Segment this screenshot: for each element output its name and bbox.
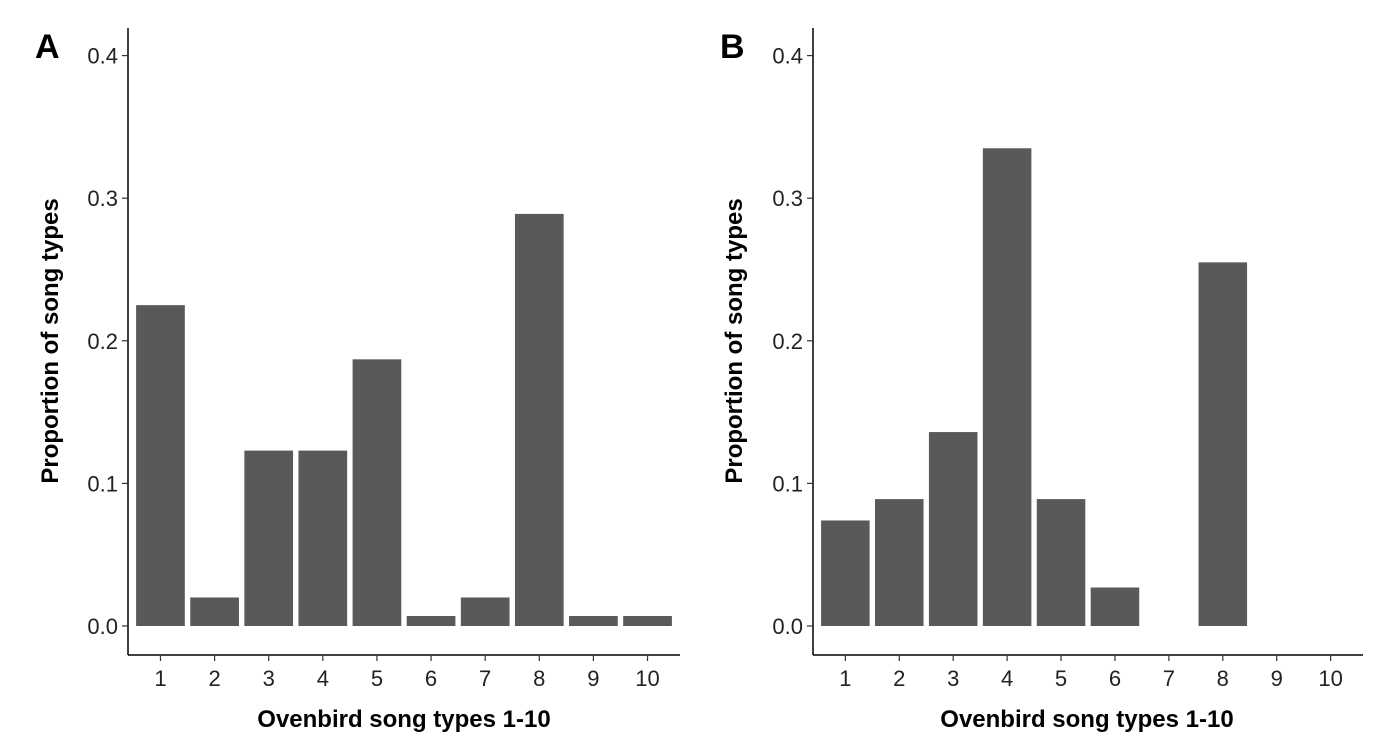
bar-b-6 [1090, 587, 1140, 626]
panel-label-a: A [35, 28, 60, 66]
bar-a-6 [406, 616, 456, 626]
bar-b-1 [821, 520, 870, 626]
x-tick-label-a: 9 [587, 666, 599, 691]
x-tick-label-a: 7 [479, 666, 491, 691]
x-tick-label-b: 9 [1271, 666, 1283, 691]
y-tick-label-a: 0.4 [87, 44, 118, 69]
plot-area-a: 0.0 0.1 0.2 0.3 0.4 1 2 3 4 5 6 7 8 9 10 [87, 28, 680, 691]
x-axis-title-a: Ovenbird song types 1-10 [257, 706, 550, 733]
x-tick-label-a: 10 [635, 666, 659, 691]
x-tick-label-a: 5 [371, 666, 383, 691]
bar-a-3 [244, 450, 294, 626]
x-tick-label-a: 1 [154, 666, 166, 691]
bar-b-2 [875, 499, 924, 626]
x-tick-label-b: 10 [1318, 666, 1342, 691]
y-axis-title-b: Proportion of song types [721, 198, 748, 483]
x-tick-label-a: 6 [425, 666, 437, 691]
bar-a-8 [514, 213, 564, 627]
bar-b-5 [1036, 499, 1086, 626]
panel-label-b: B [720, 28, 745, 66]
x-tick-label-b: 7 [1163, 666, 1175, 691]
bar-a-4 [298, 450, 348, 626]
x-tick-label-b: 1 [839, 666, 851, 691]
bar-b-3 [928, 432, 978, 626]
bar-a-5 [352, 359, 402, 626]
y-tick-label-a: 0.0 [87, 614, 118, 639]
x-tick-label-a: 4 [317, 666, 329, 691]
bar-a-2 [190, 597, 239, 626]
x-tick-label-b: 2 [893, 666, 905, 691]
y-tick-label-b: 0.3 [772, 186, 803, 211]
y-tick-label-a: 0.3 [87, 186, 118, 211]
x-tick-label-b: 8 [1217, 666, 1229, 691]
y-tick-label-b: 0.1 [772, 471, 803, 496]
x-tick-label-a: 3 [263, 666, 275, 691]
y-tick-label-b: 0.4 [772, 44, 803, 69]
bar-a-7 [460, 597, 510, 626]
x-axis-title-b: Ovenbird song types 1-10 [940, 706, 1233, 733]
bar-a-1 [136, 305, 185, 626]
x-tick-label-b: 5 [1055, 666, 1067, 691]
panel-b: B Proportion of song types Ovenbird song… [720, 28, 1363, 733]
plot-area-b: 0.0 0.1 0.2 0.3 0.4 1 2 3 4 5 6 7 8 9 10 [772, 28, 1363, 691]
bar-a-10 [623, 616, 672, 626]
x-tick-label-b: 4 [1001, 666, 1013, 691]
x-tick-label-a: 2 [208, 666, 220, 691]
y-axis-title-a: Proportion of song types [37, 198, 64, 483]
y-tick-label-b: 0.0 [772, 614, 803, 639]
bar-b-4 [982, 148, 1032, 627]
x-tick-label-b: 6 [1109, 666, 1121, 691]
x-tick-label-a: 8 [533, 666, 545, 691]
y-tick-label-b: 0.2 [772, 329, 803, 354]
panel-a: A Proportion of song types Ovenbird song… [35, 28, 680, 733]
y-tick-label-a: 0.1 [87, 471, 118, 496]
y-tick-label-a: 0.2 [87, 329, 118, 354]
bar-a-9 [569, 616, 618, 626]
bar-b-8 [1198, 262, 1248, 626]
x-tick-label-b: 3 [947, 666, 959, 691]
